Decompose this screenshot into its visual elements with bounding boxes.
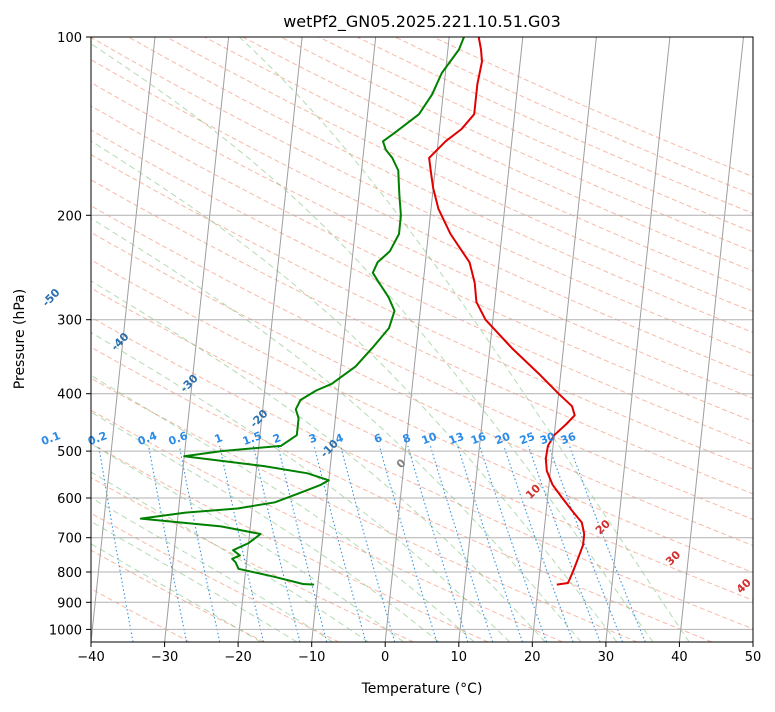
moist-adiabat — [0, 37, 333, 642]
x-tick-label: 20 — [524, 650, 541, 665]
mixing-ratio-label: 0.4 — [136, 429, 159, 448]
isotherm-line — [679, 37, 743, 642]
dry-adiabat — [414, 28, 775, 642]
moist-adiabat — [0, 37, 297, 642]
y-tick-label: 200 — [57, 209, 82, 224]
y-tick-label: 100 — [57, 31, 82, 46]
mixing-ratio-label: 3 — [307, 431, 319, 446]
temperature-line — [429, 37, 584, 585]
x-tick-label: 0 — [381, 650, 389, 665]
moist-adiabat — [239, 37, 689, 642]
dry-adiabat — [338, 28, 775, 642]
mixing-ratio-line — [458, 446, 523, 642]
y-tick-label: 800 — [57, 566, 82, 581]
x-tick-label: 40 — [671, 650, 688, 665]
dry-adiabat — [0, 28, 775, 642]
dry-adiabat — [376, 28, 775, 642]
mixing-ratio-line — [549, 446, 623, 642]
dry-adiabat — [0, 28, 775, 642]
mixing-ratio-label: 0.2 — [86, 429, 109, 448]
profile-lines — [141, 37, 584, 585]
dry-adiabat — [37, 28, 775, 642]
inner-labels: 0.10.20.40.611.52346810131620253036-100-… — [0, 56, 754, 596]
dry-adiabat — [0, 28, 775, 642]
isotherm-line — [606, 37, 670, 642]
x-tick-label: 10 — [451, 650, 468, 665]
isotherm-label: 0 — [394, 456, 409, 471]
mixing-ratio-label: 13 — [447, 430, 466, 447]
dry-adiabat — [0, 28, 775, 642]
y-tick-label: 900 — [57, 596, 82, 611]
dry-adiabat — [0, 28, 775, 642]
dry-adiabat — [0, 28, 775, 642]
y-axis-label: Pressure (hPa) — [12, 289, 28, 389]
chart-title: wetPf2_GN05.2025.221.10.51.G03 — [283, 12, 561, 32]
isotherm-label: -40 — [108, 330, 131, 354]
dry-adiabat — [300, 28, 775, 642]
mixing-ratio-label: 36 — [559, 430, 578, 448]
mixing-ratio-label: 25 — [518, 430, 537, 447]
y-tick-label: 600 — [57, 492, 82, 507]
x-tick-label: −20 — [224, 650, 251, 665]
isotherm-line — [459, 37, 523, 642]
dry-adiabat-label: 20 — [593, 517, 613, 537]
moist-adiabat — [81, 37, 653, 642]
mixing-ratio-label: 16 — [469, 430, 488, 448]
mixing-ratio-label: 2 — [271, 431, 283, 446]
isotherm-line — [0, 37, 8, 642]
moist-adiabat — [0, 37, 581, 642]
x-tick-label: −10 — [298, 650, 325, 665]
mixing-ratio-label: 8 — [401, 431, 413, 446]
dry-adiabat — [0, 28, 190, 642]
dry-adiabat — [74, 28, 775, 642]
dry-adiabat — [0, 28, 775, 642]
dry-adiabat — [0, 28, 413, 642]
x-tick-label: −30 — [151, 650, 178, 665]
isotherm-line — [385, 37, 449, 642]
x-tick-label: −40 — [77, 650, 104, 665]
mixing-ratio-label: 10 — [420, 430, 439, 448]
mixing-ratio-label: 1.5 — [241, 429, 264, 448]
mixing-ratio-line — [341, 446, 395, 642]
mixing-ratio-label: 1 — [213, 431, 225, 446]
isotherm-line — [753, 37, 775, 642]
dry-adiabat — [263, 28, 775, 642]
y-tick-label: 1000 — [49, 623, 82, 638]
x-tick-label: 50 — [745, 650, 762, 665]
mixing-ratio-line — [528, 446, 600, 642]
x-tick-label: 30 — [598, 650, 615, 665]
dry-adiabat — [0, 28, 775, 642]
dry-adiabat — [0, 28, 775, 642]
dry-adiabat — [0, 28, 775, 642]
dry-adiabat — [0, 28, 712, 642]
isotherm-line — [532, 37, 596, 642]
y-tick-label: 700 — [57, 532, 82, 547]
dry-adiabat — [187, 28, 775, 642]
y-tick-label: 300 — [57, 314, 82, 329]
isotherm-label: -20 — [247, 407, 270, 431]
isotherm-line — [312, 37, 376, 642]
dewpoint-line — [141, 37, 464, 585]
mixing-ratio-line — [253, 446, 300, 642]
dry-adiabat-label: 40 — [734, 576, 754, 596]
dry-adiabat — [0, 28, 339, 642]
y-tick-label: 500 — [57, 445, 82, 460]
y-tick-label: 400 — [57, 388, 82, 403]
x-axis-label: Temperature (°C) — [361, 681, 483, 697]
mixing-ratio-line — [99, 446, 133, 642]
plot-frame — [91, 37, 753, 642]
isotherm-line — [165, 37, 229, 642]
dry-adiabat — [0, 28, 488, 642]
isotherm-label: -50 — [40, 286, 63, 310]
isotherm-label: -30 — [178, 372, 201, 396]
mixing-ratio-label: 6 — [372, 431, 384, 446]
background-lines — [0, 28, 775, 642]
mixing-ratio-line — [570, 446, 646, 642]
